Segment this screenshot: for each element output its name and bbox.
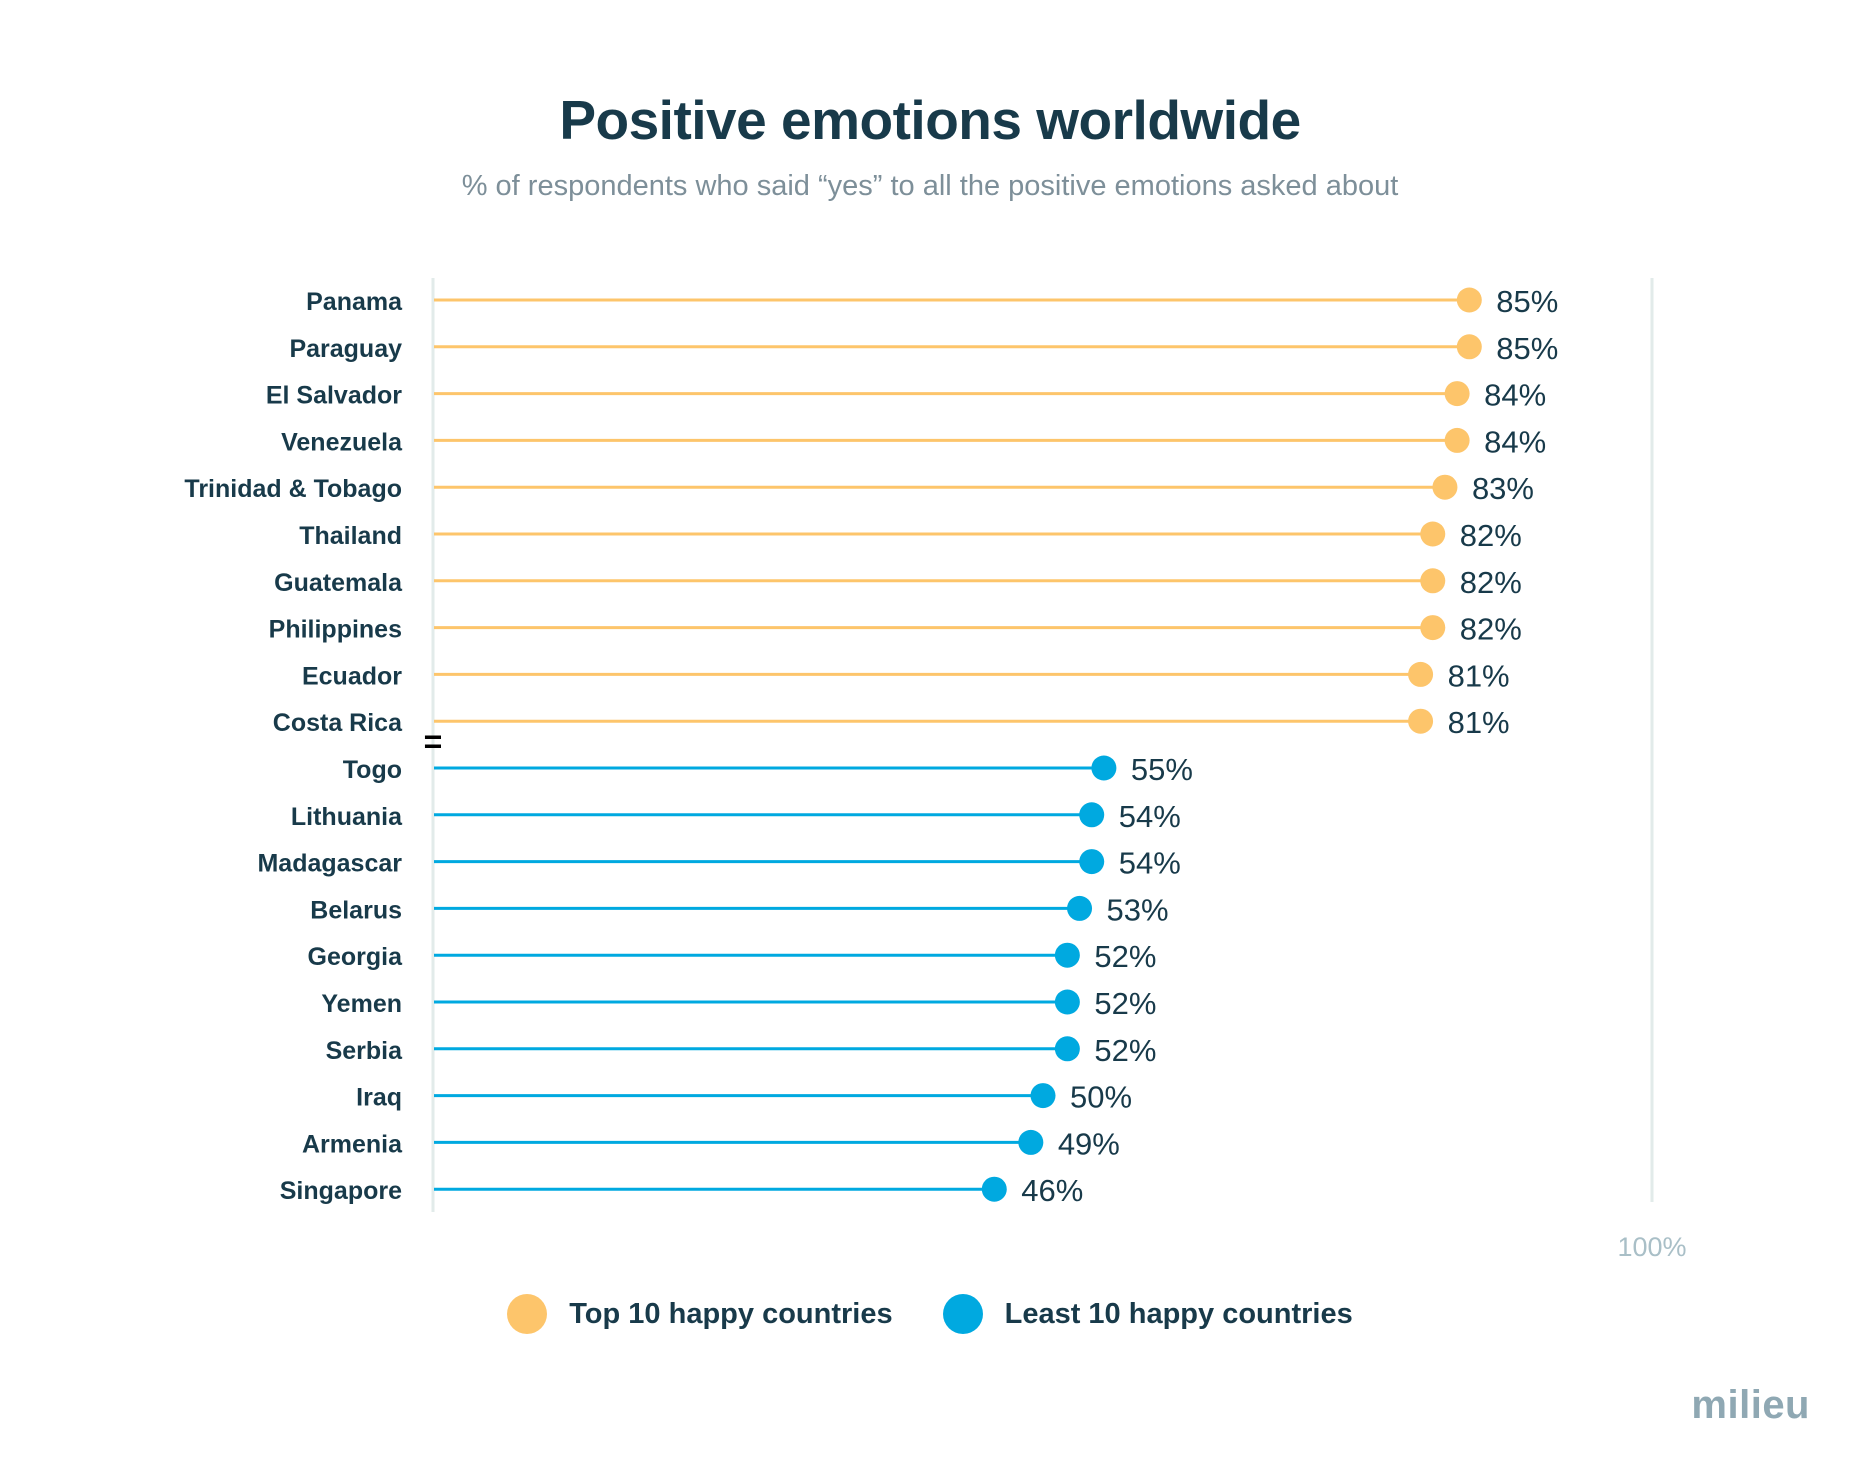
value-label-top: 84%	[1484, 424, 1546, 459]
category-label-top: Ecuador	[302, 662, 402, 690]
category-label-least: Lithuania	[291, 803, 403, 831]
category-label-least: Belarus	[310, 896, 402, 924]
legend-item-top: Top 10 happy countries	[507, 1294, 893, 1334]
value-label-least: 49%	[1058, 1126, 1120, 1161]
lollipop-dot-top	[1420, 615, 1446, 641]
category-label-top: Philippines	[269, 616, 402, 644]
category-label-top: Paraguay	[289, 335, 402, 363]
value-label-top: 82%	[1460, 518, 1522, 553]
lollipop-dot-top	[1456, 334, 1482, 360]
chart-legend: Top 10 happy countries Least 10 happy co…	[0, 1294, 1860, 1334]
legend-swatch-top	[507, 1294, 548, 1334]
category-label-top: Trinidad & Tobago	[184, 475, 402, 503]
brand-logo: milieu	[1691, 1383, 1810, 1427]
legend-label-top: Top 10 happy countries	[569, 1297, 893, 1330]
legend-item-least: Least 10 happy countries	[942, 1294, 1353, 1334]
lollipop-dot-least	[1018, 1129, 1044, 1155]
value-label-top: 84%	[1484, 378, 1546, 413]
lollipop-dot-least	[1079, 849, 1105, 875]
value-label-top: 85%	[1496, 331, 1558, 366]
value-label-least: 52%	[1094, 939, 1156, 974]
lollipop-dot-top	[1444, 381, 1470, 407]
category-label-least: Madagascar	[257, 850, 402, 878]
lollipop-dot-least	[1054, 1036, 1080, 1062]
lollipop-dot-least	[1054, 942, 1080, 968]
category-label-top: Thailand	[299, 522, 402, 550]
legend-swatch-least	[942, 1294, 983, 1334]
value-label-least: 54%	[1119, 846, 1181, 881]
category-label-least: Armenia	[302, 1130, 403, 1158]
legend-label-least: Least 10 happy countries	[1004, 1297, 1353, 1330]
axis-break-marker: =	[424, 724, 443, 760]
category-label-least: Singapore	[280, 1177, 402, 1205]
category-label-least: Iraq	[356, 1084, 402, 1112]
lollipop-dot-least	[1067, 895, 1093, 921]
lollipop-dot-top	[1444, 427, 1470, 453]
value-label-top: 82%	[1460, 565, 1522, 600]
category-label-top: Panama	[306, 288, 403, 316]
lollipop-dot-least	[1030, 1083, 1056, 1109]
category-label-least: Togo	[343, 756, 402, 784]
lollipop-dot-top	[1420, 521, 1446, 547]
lollipop-dot-least	[1091, 755, 1117, 781]
value-label-least: 55%	[1131, 752, 1193, 787]
lollipop-dot-least	[1054, 989, 1080, 1015]
lollipop-dot-top	[1420, 568, 1446, 594]
chart-subtitle: % of respondents who said “yes” to all t…	[461, 170, 1399, 202]
category-label-least: Serbia	[326, 1037, 404, 1065]
lollipop-dot-least	[1079, 802, 1105, 828]
value-label-least: 46%	[1021, 1173, 1083, 1208]
lollipop-dot-least	[981, 1176, 1007, 1202]
value-label-top: 81%	[1448, 658, 1510, 693]
value-label-top: 83%	[1472, 471, 1534, 506]
lollipop-dot-top	[1456, 287, 1482, 313]
category-label-least: Yemen	[321, 990, 402, 1018]
lollipop-dot-top	[1432, 474, 1458, 500]
end-axis-label: 100%	[1617, 1232, 1686, 1262]
value-label-least: 53%	[1107, 892, 1169, 927]
category-label-top: Venezuela	[281, 428, 403, 456]
value-label-least: 54%	[1119, 799, 1181, 834]
category-label-top: Guatemala	[274, 569, 403, 597]
lollipop-dot-top	[1408, 661, 1434, 687]
lollipop-dot-top	[1408, 708, 1434, 734]
value-label-least: 52%	[1094, 986, 1156, 1021]
value-label-top: 85%	[1496, 284, 1558, 319]
value-label-top: 82%	[1460, 612, 1522, 647]
value-label-top: 81%	[1448, 705, 1510, 740]
category-label-top: El Salvador	[266, 382, 402, 410]
category-label-least: Georgia	[308, 943, 404, 971]
value-label-least: 52%	[1094, 1033, 1156, 1068]
category-label-top: Costa Rica	[273, 709, 403, 737]
chart-title: Positive emotions worldwide	[559, 89, 1301, 151]
value-label-least: 50%	[1070, 1080, 1132, 1115]
